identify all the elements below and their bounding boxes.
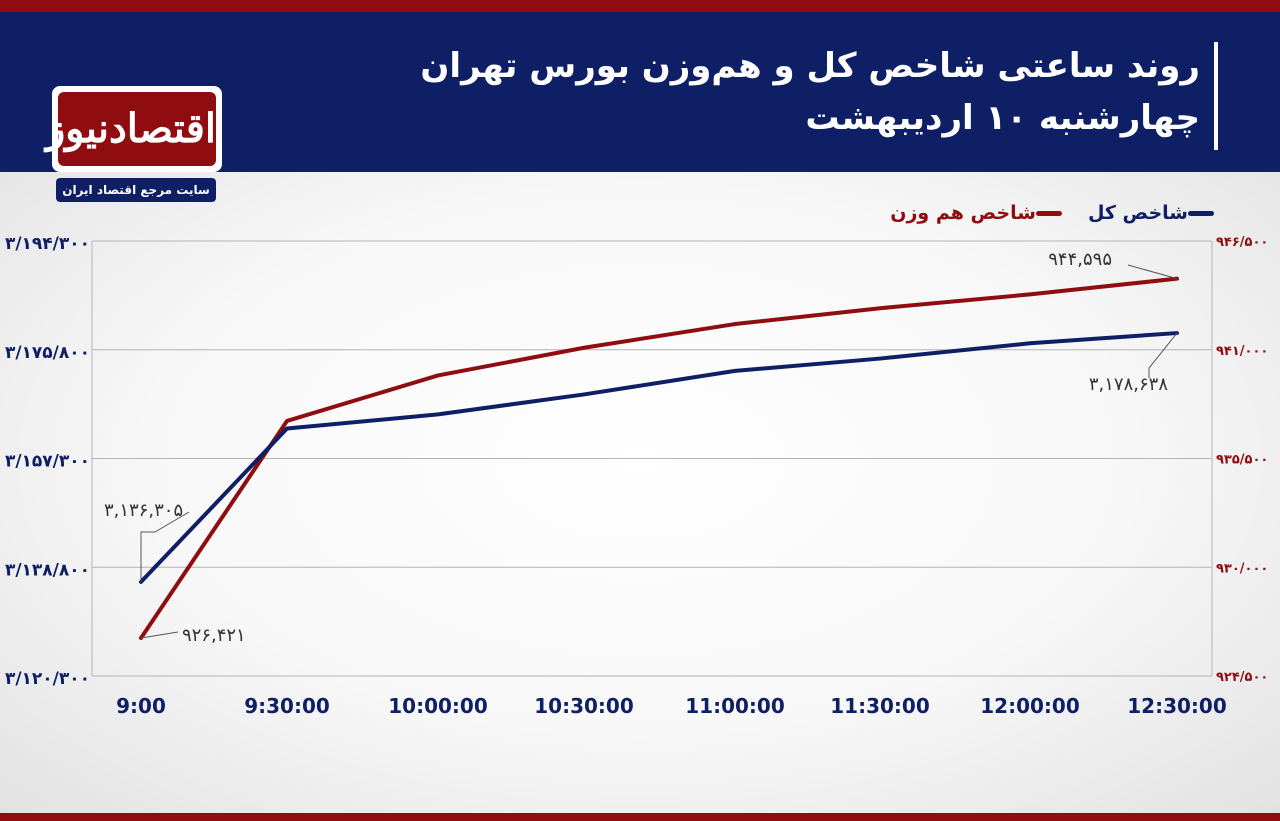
annotation-leader bbox=[1148, 332, 1178, 378]
annotation-leader bbox=[1127, 264, 1178, 280]
y-left-tick-label: ۳/۱۹۴/۳۰۰ bbox=[5, 234, 90, 254]
legend-swatch-equal bbox=[1035, 210, 1062, 216]
chart-title: روند ساعتی شاخص کل و هم‌وزن بورس تهران چ… bbox=[420, 40, 1200, 144]
y-right-tick-label: ۹۴۶/۵۰۰ bbox=[1216, 235, 1268, 250]
x-tick-label: 12:00:00 bbox=[980, 694, 1080, 718]
chart-legend: شاخص کل شاخص هم وزن bbox=[874, 200, 1224, 226]
annotation-leader bbox=[140, 511, 190, 582]
legend-item-total: شاخص کل bbox=[1088, 200, 1224, 226]
x-tick-label: 11:00:00 bbox=[685, 694, 785, 718]
x-tick-label: 11:30:00 bbox=[830, 694, 930, 718]
series-line-equal-weight bbox=[139, 276, 1179, 641]
logo-wordmark: اقتصادنیوز bbox=[46, 92, 216, 166]
annotation-leader bbox=[140, 631, 179, 639]
top-accent-strip bbox=[0, 0, 1280, 12]
x-tick-label: 10:00:00 bbox=[388, 694, 488, 718]
annotation-label: ۹۲۶,۴۲۱ bbox=[182, 625, 246, 646]
y-right-tick-label: ۹۳۵/۵۰۰ bbox=[1216, 453, 1268, 468]
legend-label-total: شاخص کل bbox=[1087, 202, 1188, 224]
x-tick-label: 9:30:00 bbox=[244, 694, 330, 718]
x-tick-label: 12:30:00 bbox=[1127, 694, 1227, 718]
x-tick-label: 10:30:00 bbox=[534, 694, 634, 718]
legend-item-equal: شاخص هم وزن bbox=[890, 200, 1072, 226]
x-tick-label: 9:00 bbox=[116, 694, 166, 718]
annotation-label: ۹۴۴,۵۹۵ bbox=[1048, 249, 1112, 270]
legend-swatch-total bbox=[1188, 210, 1214, 216]
title-line-1: روند ساعتی شاخص کل و هم‌وزن بورس تهران bbox=[420, 46, 1200, 86]
brand-logo: اقتصادنیوز bbox=[46, 86, 222, 172]
series-line-total-index bbox=[139, 331, 1179, 584]
title-line-2: چهارشنبه ۱۰ اردیبهشت bbox=[805, 98, 1200, 138]
y-right-tick-label: ۹۴۱/۰۰۰ bbox=[1216, 344, 1268, 359]
annotation-label: ۳,۱۷۸,۶۳۸ bbox=[1089, 374, 1168, 395]
y-right-tick-label: ۹۲۴/۵۰۰ bbox=[1216, 670, 1268, 685]
y-left-tick-label: ۳/۱۷۵/۸۰۰ bbox=[5, 343, 90, 363]
y-left-tick-label: ۳/۱۲۰/۳۰۰ bbox=[5, 669, 90, 689]
chart-background bbox=[0, 172, 1280, 813]
logo-tagline: سایت مرجع اقتصاد ایران bbox=[56, 178, 216, 202]
annotation-label: ۳,۱۳۶,۳۰۵ bbox=[104, 500, 183, 521]
bottom-accent-strip bbox=[0, 813, 1280, 821]
legend-label-equal: شاخص هم وزن bbox=[890, 202, 1036, 224]
y-left-tick-label: ۳/۱۵۷/۳۰۰ bbox=[5, 452, 90, 472]
title-divider bbox=[1214, 42, 1218, 150]
y-left-tick-label: ۳/۱۳۸/۸۰۰ bbox=[5, 560, 90, 580]
y-right-tick-label: ۹۳۰/۰۰۰ bbox=[1216, 561, 1268, 576]
